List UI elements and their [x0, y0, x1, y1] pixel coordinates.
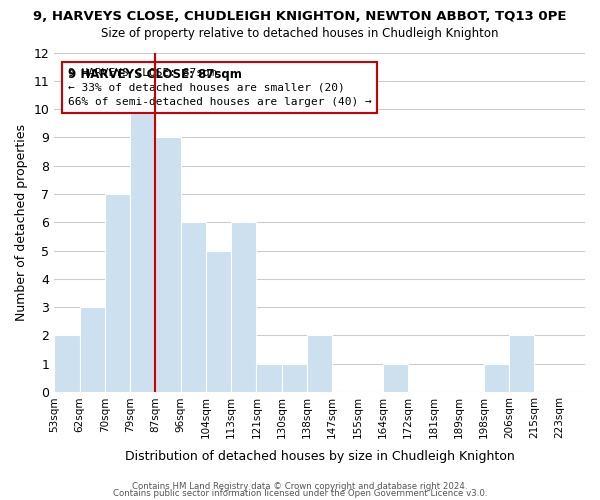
Bar [256, 364, 282, 392]
Text: Contains public sector information licensed under the Open Government Licence v3: Contains public sector information licen… [113, 489, 487, 498]
Bar [509, 336, 535, 392]
Bar [206, 250, 231, 392]
Bar [105, 194, 130, 392]
Bar [155, 138, 181, 392]
Y-axis label: Number of detached properties: Number of detached properties [15, 124, 28, 321]
Text: 9, HARVEYS CLOSE, CHUDLEIGH KNIGHTON, NEWTON ABBOT, TQ13 0PE: 9, HARVEYS CLOSE, CHUDLEIGH KNIGHTON, NE… [33, 10, 567, 23]
Text: 9 HARVEYS CLOSE: 87sqm: 9 HARVEYS CLOSE: 87sqm [68, 68, 241, 81]
Text: 9 HARVEYS CLOSE: 87sqm
← 33% of detached houses are smaller (20)
66% of semi-det: 9 HARVEYS CLOSE: 87sqm ← 33% of detached… [68, 68, 371, 108]
Text: Contains HM Land Registry data © Crown copyright and database right 2024.: Contains HM Land Registry data © Crown c… [132, 482, 468, 491]
X-axis label: Distribution of detached houses by size in Chudleigh Knighton: Distribution of detached houses by size … [125, 450, 515, 462]
Bar [54, 336, 80, 392]
Bar [282, 364, 307, 392]
Bar [80, 307, 105, 392]
Bar [231, 222, 256, 392]
Text: Size of property relative to detached houses in Chudleigh Knighton: Size of property relative to detached ho… [101, 28, 499, 40]
Bar [130, 109, 155, 392]
Bar [181, 222, 206, 392]
Bar [383, 364, 408, 392]
Bar [484, 364, 509, 392]
Bar [307, 336, 332, 392]
